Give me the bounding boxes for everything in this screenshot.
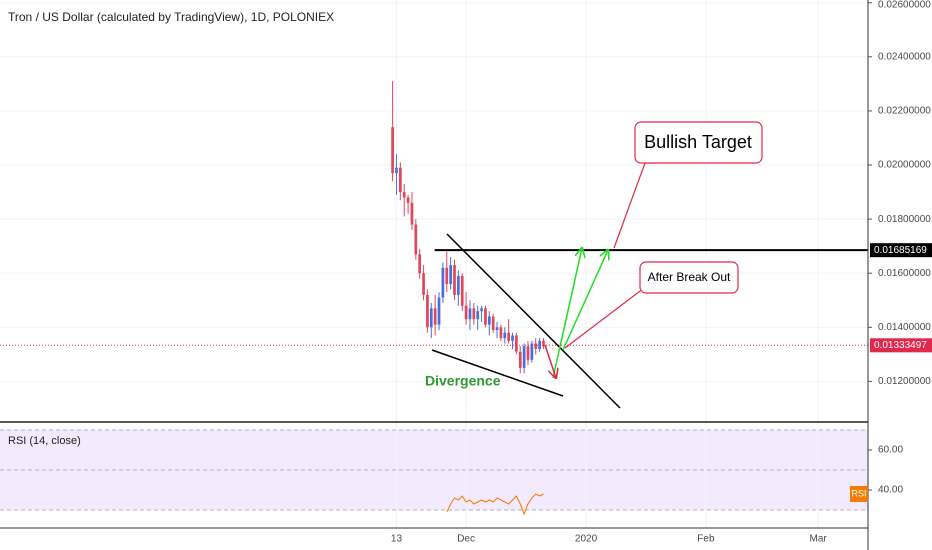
y-tick-label: 0.01800000 [878, 214, 931, 225]
candle-body [410, 202, 414, 225]
candle-body [422, 273, 425, 295]
y-tick-label: 0.01200000 [878, 376, 931, 387]
x-tick-label: Dec [457, 534, 475, 545]
candle-body [530, 343, 534, 360]
candle-body [495, 327, 499, 331]
candle-body [453, 265, 456, 295]
y-tick-label: 0.01600000 [878, 268, 931, 279]
candle-body [472, 308, 476, 320]
candle-body [426, 294, 429, 328]
price-tag [870, 243, 932, 258]
candle-body [437, 297, 441, 325]
candle-body [433, 308, 437, 325]
candle-body [542, 340, 545, 347]
price-tag [870, 338, 932, 353]
candle-body [491, 316, 495, 331]
pane-title: RSI (14, close) [8, 435, 81, 447]
price-tag-label: 0.01685169 [874, 245, 927, 256]
candle-body [449, 265, 452, 285]
callout-pointer [613, 162, 655, 249]
x-tick-label: 13 [391, 534, 403, 545]
y-tick-label: 60.00 [878, 445, 903, 456]
candle-body [538, 340, 541, 349]
y-tick-label: 0.01400000 [878, 322, 931, 333]
candle-body [441, 267, 445, 298]
trend-line [431, 349, 564, 397]
candle-body [418, 254, 422, 274]
y-tick-label: 0.02000000 [878, 160, 931, 171]
callout-box [634, 121, 763, 164]
candle-body [457, 275, 460, 295]
y-tick-label: 40.00 [878, 485, 903, 496]
arrow [552, 248, 582, 379]
y-tick-label: 0.02400000 [878, 51, 931, 62]
candle-body [414, 224, 418, 255]
chart-title: Tron / US Dollar (calculated by TradingV… [8, 10, 334, 24]
callout-text: Bullish Target [644, 132, 752, 152]
candle-body [503, 332, 507, 339]
candle-body [522, 346, 526, 368]
candle-body [518, 351, 522, 368]
y-tick-label: 0.02200000 [878, 106, 931, 117]
candle-body [511, 335, 514, 341]
annotation: Divergence [425, 373, 501, 389]
x-tick-label: 2020 [575, 534, 598, 545]
candle-body [445, 267, 449, 285]
series-tag [850, 486, 868, 502]
candle-body [391, 127, 394, 174]
candle-body [406, 197, 410, 203]
trend-line [446, 233, 621, 409]
candle-body [476, 311, 480, 320]
candle-body [499, 327, 503, 339]
drawings: Bullish Target After Break Out Divergenc… [425, 121, 763, 409]
arrow [544, 344, 556, 378]
price-tag-label: 0.01333497 [874, 340, 927, 351]
candle-body [507, 332, 511, 341]
candle-body [468, 308, 472, 320]
candle-body [515, 335, 518, 352]
x-tick-label: Feb [697, 534, 715, 545]
callout-pointer [564, 284, 661, 349]
candle-body [402, 192, 406, 198]
candle-body [487, 316, 491, 325]
y-tick-label: 0.02600000 [878, 0, 931, 11]
candle-body [395, 167, 398, 174]
x-tick-label: Mar [809, 534, 827, 545]
candle-body [526, 346, 530, 360]
callout-box [639, 261, 739, 294]
candle-body [398, 167, 402, 193]
candle-body [480, 308, 483, 312]
candle-body [534, 343, 538, 349]
legend-label: RSI [851, 488, 866, 498]
arrow [562, 250, 608, 351]
candle-body [484, 308, 487, 325]
callout-text: After Break Out [648, 270, 731, 284]
candle-body [429, 308, 433, 328]
rsi-line [446, 493, 544, 516]
candle-body [460, 275, 464, 306]
candle-body [464, 305, 468, 320]
